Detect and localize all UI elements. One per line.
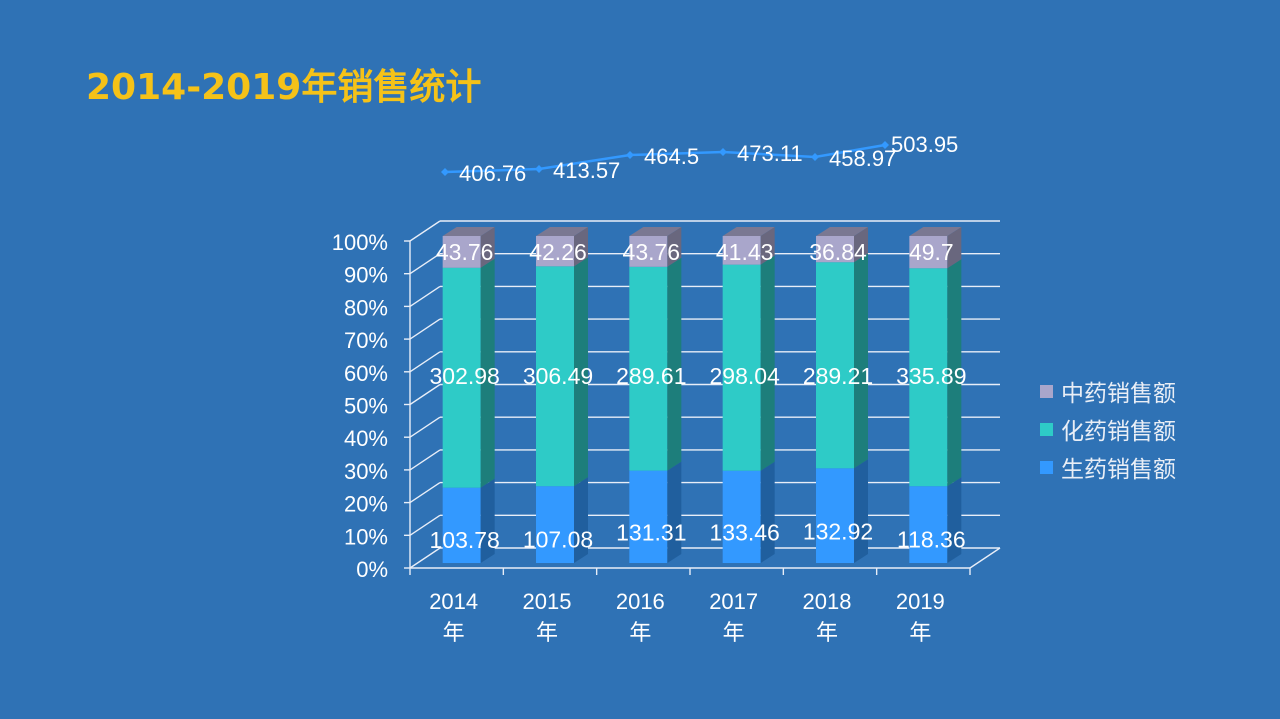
legend-item-bio: 生药销售额: [1040, 448, 1176, 486]
diamond-marker-icon: [626, 151, 634, 159]
bar-stack-2017年: [722, 227, 775, 563]
data-label: 118.36: [897, 526, 966, 552]
line-data-label: 458.97: [829, 146, 896, 171]
legend-item-herbal: 中药销售额: [1040, 372, 1176, 410]
x-tick-label-suffix: 年: [536, 621, 558, 646]
x-tick-label: 2018: [803, 589, 852, 614]
y-tick-label: 70%: [344, 328, 388, 353]
data-label: 133.46: [709, 519, 779, 545]
data-label: 43.76: [623, 239, 681, 265]
y-tick-label: 80%: [344, 295, 388, 320]
y-tick-label: 30%: [344, 459, 388, 484]
legend-label: 中药销售额: [1061, 381, 1176, 407]
data-label: 49.7: [909, 239, 954, 265]
bar-stack-2016年: [629, 227, 682, 563]
y-tick-label: 0%: [356, 557, 388, 582]
y-tick-label: 20%: [344, 492, 388, 517]
x-tick-label: 2015: [523, 589, 572, 614]
line-data-label: 406.76: [459, 161, 526, 186]
diamond-marker-icon: [719, 148, 727, 156]
line-data-label: 464.5: [644, 144, 699, 169]
legend-swatch-icon: [1040, 422, 1053, 436]
data-label: 36.84: [809, 239, 867, 265]
diamond-marker-icon: [441, 168, 449, 176]
line-data-label: 413.57: [553, 158, 620, 183]
line-data-label: 503.95: [891, 132, 958, 157]
slide-title: 2014-2019年销售统计: [86, 67, 482, 108]
y-tick-label: 10%: [344, 524, 388, 549]
x-tick-label-suffix: 年: [723, 621, 745, 646]
data-label: 335.89: [896, 363, 966, 389]
data-label: 289.61: [616, 363, 686, 389]
y-tick-label: 60%: [344, 361, 388, 386]
x-tick-label-suffix: 年: [816, 621, 838, 646]
data-label: 107.08: [523, 526, 593, 552]
data-label: 298.04: [709, 363, 780, 389]
y-tick-label: 90%: [344, 263, 388, 288]
data-label: 132.92: [803, 518, 873, 544]
bar-stack-2018年: [816, 227, 868, 563]
y-tick-label: 40%: [344, 426, 388, 451]
x-tick-label: 2014: [429, 589, 478, 614]
legend-swatch-icon: [1040, 460, 1053, 474]
bar-stack-2014年: [442, 227, 495, 563]
y-tick-label: 50%: [344, 394, 388, 419]
bar-stack-2019年: [909, 227, 962, 563]
legend-swatch-icon: [1040, 384, 1053, 398]
x-tick-label: 2016: [616, 589, 665, 614]
diamond-marker-icon: [811, 153, 819, 161]
x-tick-label: 2017: [709, 589, 758, 614]
x-tick-label-suffix: 年: [629, 621, 651, 646]
bar-stack-2015年: [536, 227, 588, 563]
y-tick-label: 100%: [332, 230, 388, 255]
diamond-marker-icon: [535, 165, 543, 173]
data-label: 42.26: [529, 239, 587, 265]
data-label: 131.31: [616, 519, 686, 545]
diamond-marker-icon: [881, 141, 889, 149]
line-data-label: 473.11: [737, 141, 803, 166]
data-label: 302.98: [429, 363, 499, 389]
data-label: 289.21: [803, 363, 873, 389]
chart-legend: 中药销售额 化药销售额 生药销售额: [1040, 372, 1176, 486]
total-sales-line: [444, 143, 886, 174]
data-label: 43.76: [436, 239, 494, 265]
legend-label: 化药销售额: [1061, 419, 1176, 445]
x-tick-label-suffix: 年: [443, 621, 465, 646]
x-tick-label: 2019: [896, 589, 945, 614]
data-label: 41.43: [716, 239, 774, 265]
data-label: 103.78: [429, 527, 499, 553]
legend-label: 生药销售额: [1061, 457, 1176, 483]
x-tick-label-suffix: 年: [909, 621, 931, 646]
legend-item-chemical: 化药销售额: [1040, 410, 1176, 448]
data-label: 306.49: [523, 363, 593, 389]
